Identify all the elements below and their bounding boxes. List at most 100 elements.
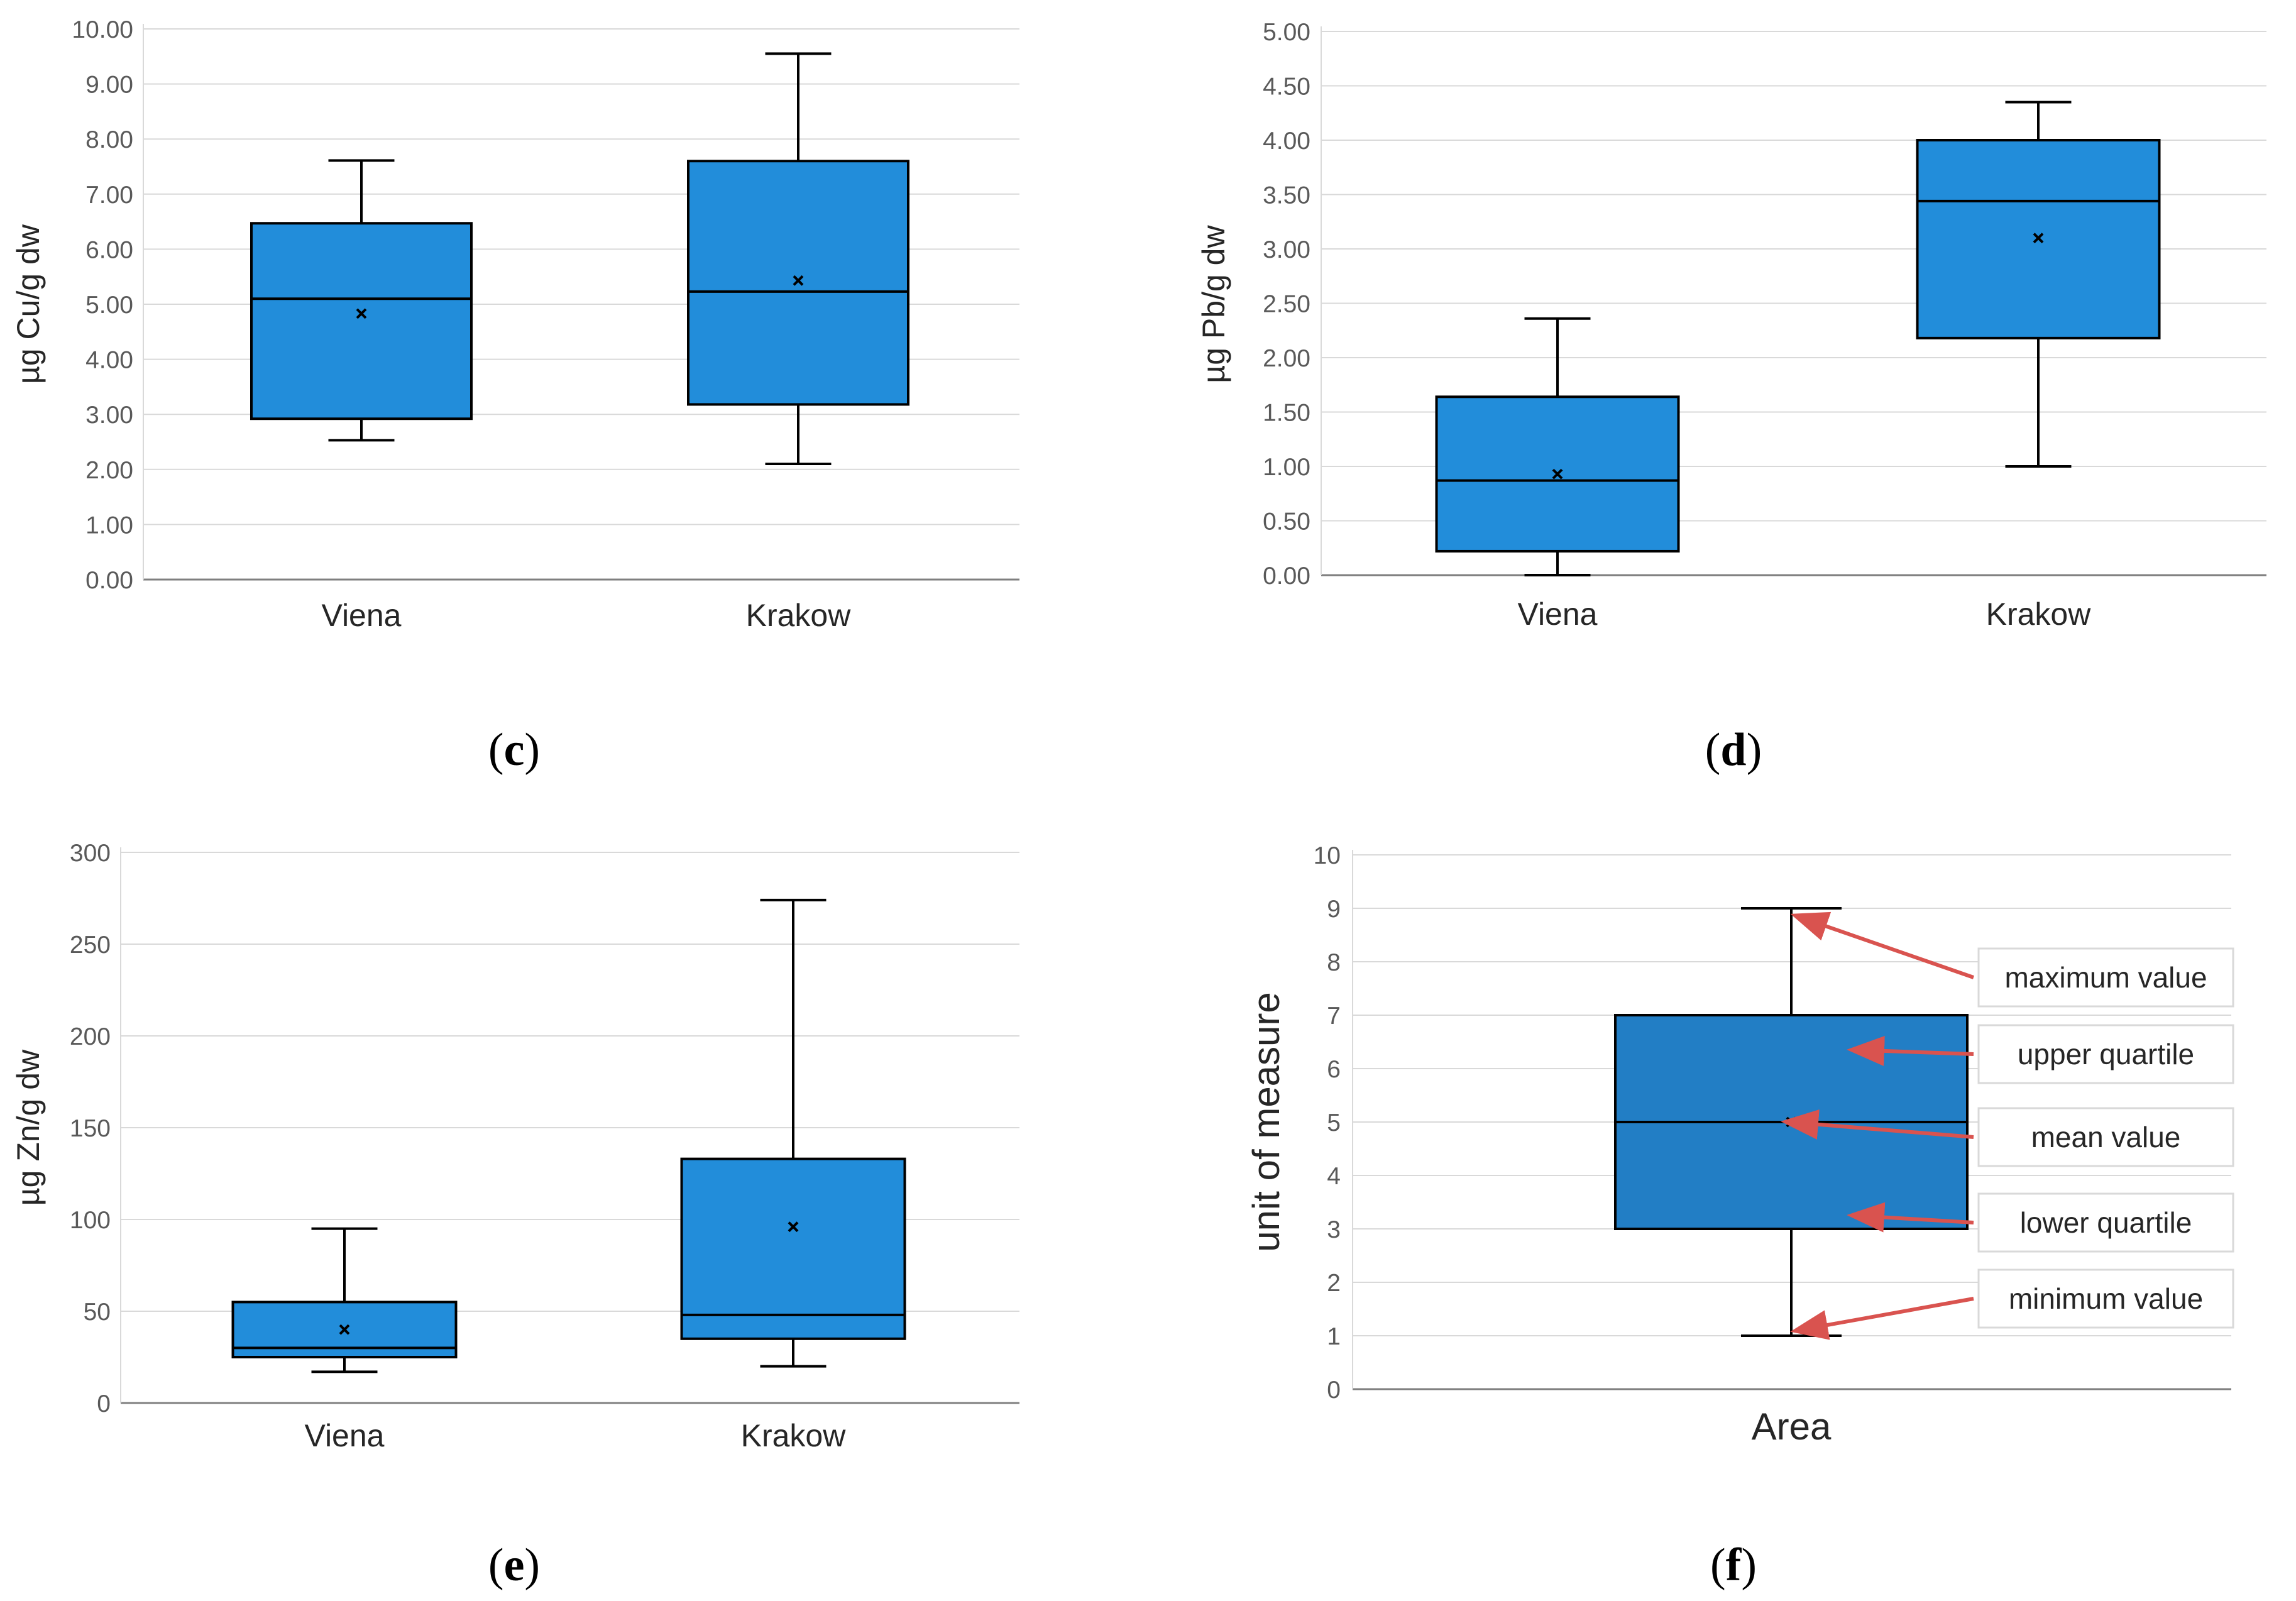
panel-label: (e): [488, 1539, 540, 1591]
x-tick-label: Krakow: [1986, 597, 2092, 632]
y-tick-label: 8: [1327, 949, 1341, 976]
y-tick-label: 8.00: [85, 126, 133, 153]
mean-marker-stroke: [788, 1221, 799, 1233]
y-tick-label: 1: [1327, 1323, 1341, 1350]
annotation-label: maximum value: [2004, 961, 2207, 994]
annotation-arrow: [1790, 1297, 1974, 1340]
annotation-box: [1977, 1192, 2234, 1253]
panel-label-letter: f: [1726, 1539, 1742, 1591]
panel-label-open-paren: (: [488, 724, 504, 776]
y-tick-label: 4: [1327, 1163, 1341, 1190]
annotation-upper-quartile: upper quartile: [1847, 1024, 2234, 1084]
y-tick-label: 3.00: [85, 402, 133, 429]
y-tick-label: 250: [70, 932, 111, 959]
x-tick-label: Viena: [1518, 597, 1598, 632]
annotation-mean-value: mean value: [1781, 1107, 2234, 1167]
annotation-label: mean value: [2031, 1121, 2181, 1153]
y-tick-label: 1.50: [1263, 400, 1310, 427]
x-tick-label: Viena: [322, 598, 402, 633]
y-axis-title: µg Zn/g dw: [11, 1049, 46, 1206]
annotation-maximum-value: maximum value: [1790, 911, 2234, 1008]
y-tick-label: 7: [1327, 1003, 1341, 1030]
y-tick-label: 7.00: [85, 182, 133, 209]
y-axis-title: µg Cu/g dw: [11, 224, 46, 384]
annotation-lower-quartile: lower quartile: [1847, 1192, 2234, 1253]
annotation-arrow: [1847, 1202, 1974, 1233]
panel-label-letter: c: [504, 724, 525, 776]
annotation-minimum-value: minimum value: [1790, 1268, 2234, 1340]
y-tick-label: 6: [1327, 1056, 1341, 1083]
mean-marker-stroke: [2033, 233, 2044, 244]
panel-label-close-paren: ): [524, 724, 540, 776]
annotation-box: [1977, 1024, 2234, 1084]
y-tick-label: 5.00: [85, 292, 133, 319]
x-tick-label: Krakow: [746, 598, 852, 633]
x-tick-label: Area: [1752, 1406, 1832, 1448]
y-tick-label: 10.00: [72, 16, 133, 43]
panel-label-open-paren: (: [1710, 1539, 1726, 1591]
panel-label-close-paren: ): [1747, 724, 1762, 776]
y-tick-label: 50: [84, 1299, 111, 1326]
y-tick-label: 150: [70, 1115, 111, 1142]
y-axis-title: unit of measure: [1245, 992, 1287, 1252]
panel-label: (f): [1710, 1539, 1757, 1591]
panel-label-letter: e: [504, 1539, 525, 1591]
y-tick-label: 10: [1314, 842, 1341, 869]
mean-marker-stroke: [339, 1324, 350, 1335]
panel-label-letter: d: [1720, 724, 1746, 776]
y-tick-label: 1.00: [85, 512, 133, 539]
y-tick-label: 300: [70, 840, 111, 867]
y-tick-label: 0.50: [1263, 509, 1310, 536]
iqr-box: [687, 160, 909, 406]
y-tick-label: 1.00: [1263, 454, 1310, 481]
y-tick-label: 0.00: [1263, 563, 1310, 590]
panel-label: (d): [1705, 724, 1762, 776]
annotation-arrow: [1790, 911, 1974, 979]
mean-marker: [1552, 468, 1563, 480]
y-tick-label: 2: [1327, 1270, 1341, 1297]
y-tick-label: 9.00: [85, 72, 133, 99]
y-tick-label: 3.00: [1263, 236, 1310, 263]
panel-label-close-paren: ): [524, 1539, 540, 1591]
panel-label-close-paren: ): [1741, 1539, 1757, 1591]
iqr-box: [680, 1157, 906, 1340]
y-tick-label: 5: [1327, 1109, 1341, 1136]
mean-marker: [356, 308, 367, 319]
box-krakow: [1916, 101, 2161, 468]
x-tick-label: Krakow: [741, 1418, 847, 1453]
box-viena: [250, 159, 473, 442]
y-axis-title: µg Pb/g dw: [1196, 225, 1231, 383]
annotation-arrow: [1781, 1109, 1974, 1140]
y-tick-label: 2.00: [1263, 345, 1310, 372]
y-tick-label: 4.50: [1263, 74, 1310, 101]
annotation-label: upper quartile: [2018, 1038, 2194, 1070]
panel-label-open-paren: (: [1705, 724, 1721, 776]
mean-marker-stroke: [1552, 468, 1563, 480]
box-viena: [1435, 317, 1680, 576]
y-tick-label: 0: [1327, 1377, 1341, 1404]
annotation-label: lower quartile: [2020, 1206, 2192, 1239]
y-tick-label: 4.00: [1263, 128, 1310, 155]
y-tick-label: 4.00: [85, 347, 133, 374]
annotation-box: [1977, 1107, 2234, 1167]
mean-marker: [788, 1221, 799, 1233]
y-tick-label: 9: [1327, 896, 1341, 923]
iqr-box: [250, 222, 473, 421]
y-tick-label: 6.00: [85, 236, 133, 263]
panel-label: (c): [488, 724, 540, 776]
y-tick-label: 200: [70, 1023, 111, 1050]
annotation-box: [1977, 1268, 2234, 1329]
y-tick-label: 3.50: [1263, 182, 1310, 209]
y-tick-label: 5.00: [1263, 19, 1310, 46]
mean-marker: [793, 275, 804, 286]
box-krakow: [680, 898, 906, 1368]
panel-label-open-paren: (: [488, 1539, 504, 1591]
annotation-box: [1977, 947, 2234, 1008]
annotation-arrow: [1847, 1035, 1974, 1066]
x-tick-label: Viena: [305, 1418, 385, 1453]
y-tick-label: 2.00: [85, 457, 133, 484]
y-tick-label: 3: [1327, 1216, 1341, 1243]
box-viena: [231, 1227, 458, 1373]
mean-marker: [2033, 233, 2044, 244]
